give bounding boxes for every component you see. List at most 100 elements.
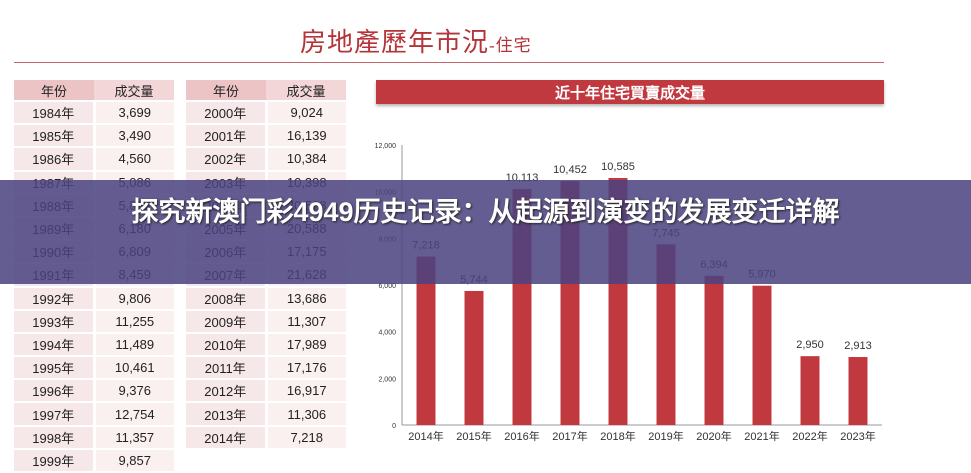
year-cell: 2000年 [186,101,268,126]
year-cell: 2012年 [186,379,268,404]
y-tick-label: 6,000 [378,283,396,290]
table-row: 2010年 17,989 [186,332,346,358]
y-tick-label: 4,000 [378,330,396,337]
bar-value-label: 2,913 [844,340,872,352]
page-title-main: 房地產歷年市況 [300,28,490,57]
table-row: 2008年 13,686 [186,286,346,311]
year-cell: 2010年 [186,332,268,358]
headline-banner [0,180,971,284]
year-cell: 1986年 [14,147,96,172]
volume-cell: 9,806 [94,286,174,311]
volume-cell: 11,306 [266,402,346,427]
year-cell: 1999年 [14,448,96,473]
volume-cell: 9,857 [94,448,174,473]
volume-cell: 10,384 [266,147,346,172]
table-row: 2014年 7,218 [186,425,346,450]
year-cell: 2014年 [186,425,268,450]
table-row: 1984年 3,699 [14,101,174,126]
volume-cell: 9,024 [266,101,346,126]
volume-cell: 9,376 [94,379,174,404]
year-cell: 1985年 [14,124,96,149]
x-tick-label: 2015年 [456,429,491,443]
bar [848,357,868,425]
table-row: 1998年 11,357 [14,425,174,450]
page-title-suffix: -住宅 [489,36,532,55]
x-tick-label: 2022年 [792,429,827,443]
volume-cell: 11,489 [94,332,174,358]
bar [464,290,484,425]
volume-cell: 13,686 [266,286,346,311]
volume-cell: 4,560 [94,147,174,172]
bar [656,244,676,425]
x-tick-label: 2016年 [504,429,539,443]
volume-cell: 11,307 [266,309,346,334]
bar [416,256,436,425]
col-header-year: 年份 [186,80,266,102]
bar [752,285,772,425]
volume-cell: 3,699 [94,101,174,126]
table-row: 2012年 16,917 [186,379,346,404]
x-tick-label: 2020年 [696,429,731,443]
volume-cell: 7,218 [266,425,346,450]
year-cell: 1997年 [14,402,96,427]
x-tick-label: 2018年 [600,429,635,443]
table-row: 2000年 9,024 [186,101,346,126]
table-row: 1992年 9,806 [14,286,174,311]
volume-cell: 17,176 [266,356,346,381]
y-tick-label: 12,000 [375,143,397,150]
year-cell: 1993年 [14,309,96,334]
table-row: 1996年 9,376 [14,379,174,404]
bar-chart: 02,0004,0006,0008,00010,00012,0007,21820… [375,143,882,443]
page-title: 房地產歷年市況-住宅 [300,22,532,59]
year-cell: 2013年 [186,402,268,427]
y-tick-label: 2,000 [378,376,396,383]
year-cell: 2008年 [186,286,268,311]
table-row: 1986年 4,560 [14,147,174,172]
table-row: 1997年 12,754 [14,402,174,427]
table-row: 1985年 3,490 [14,124,174,149]
table-row: 2001年 16,139 [186,124,346,149]
volume-cell: 16,917 [266,379,346,404]
table-row: 2009年 11,307 [186,309,346,334]
bar-value-label: 10,585 [601,161,635,173]
table-row: 1999年 9,857 [14,448,174,473]
table-row: 2011年 17,176 [186,356,346,381]
table-row: 2013年 11,306 [186,402,346,427]
chart-title: 近十年住宅買賣成交量 [376,80,884,104]
col-header-volume: 成交量 [94,80,174,102]
year-cell: 1996年 [14,379,96,404]
x-tick-label: 2021年 [744,429,779,443]
volume-cell: 16,139 [266,124,346,149]
col-header-year: 年份 [14,80,94,102]
volume-cell: 12,754 [94,402,174,427]
volume-cell: 17,989 [266,332,346,358]
bar-value-label: 2,950 [796,339,824,351]
year-cell: 2011年 [186,356,268,381]
title-divider [14,62,884,63]
year-cell: 2002年 [186,147,268,172]
x-tick-label: 2023年 [840,429,875,443]
table-row: 1994年 11,489 [14,332,174,358]
bar-value-label: 10,452 [553,164,587,176]
year-cell: 1994年 [14,332,96,358]
volume-cell: 10,461 [94,356,174,381]
x-tick-label: 2017年 [552,429,587,443]
y-tick-label: 0 [392,423,396,430]
year-cell: 1984年 [14,101,96,126]
volume-cell: 11,357 [94,425,174,450]
year-cell: 1998年 [14,425,96,450]
table-row: 2002年 10,384 [186,147,346,172]
volume-cell: 3,490 [94,124,174,149]
table-row: 1995年 10,461 [14,356,174,381]
bar [800,356,820,425]
year-cell: 1992年 [14,286,96,311]
year-cell: 2001年 [186,124,268,149]
table-row: 1993年 11,255 [14,309,174,334]
bar [704,275,724,425]
x-tick-label: 2019年 [648,429,683,443]
year-cell: 2009年 [186,309,268,334]
col-header-volume: 成交量 [266,80,346,102]
year-cell: 1995年 [14,356,96,381]
headline-text: 探究新澳门彩4949历史记录：从起源到演变的发展变迁详解 [131,197,840,227]
x-tick-label: 2014年 [408,429,443,443]
